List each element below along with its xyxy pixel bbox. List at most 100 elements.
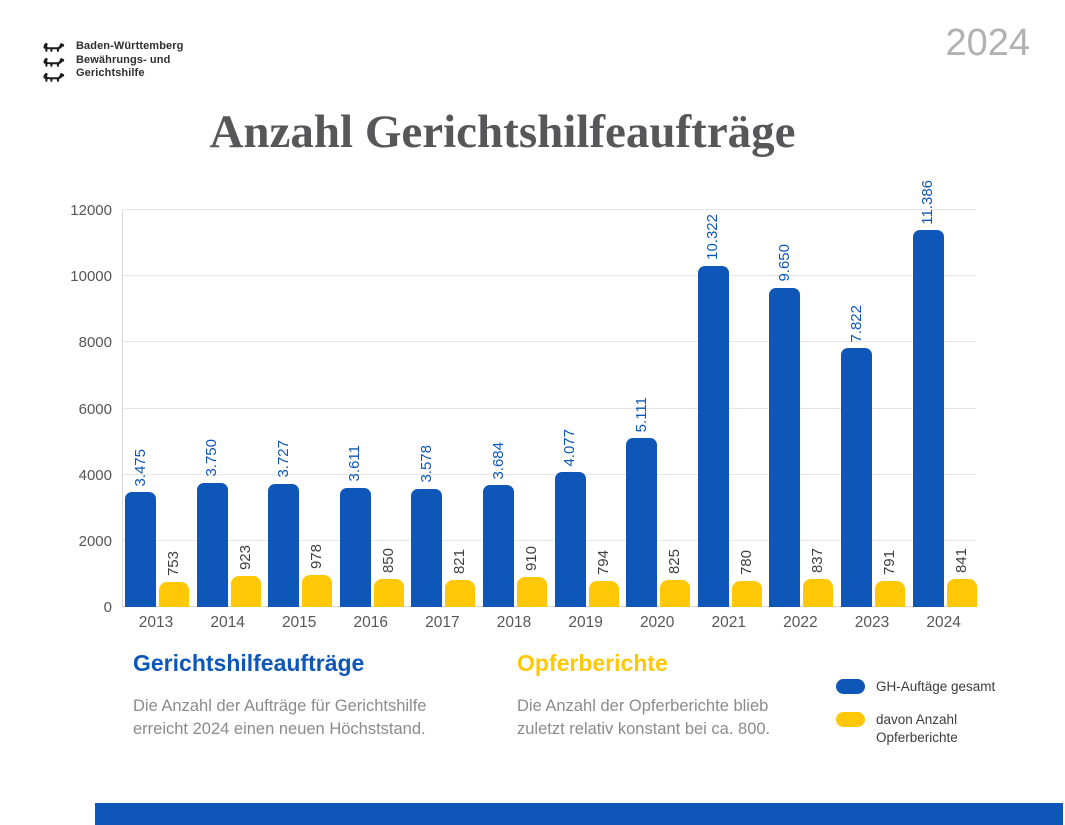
bar-value-label-opfer: 794 [594, 549, 612, 575]
bar-value-label-opfer: 780 [737, 550, 755, 576]
annotation-body-yellow: Die Anzahl der Opferberichte blieb zulet… [517, 697, 771, 739]
bar-gh-auftraege [483, 485, 514, 607]
legend: GH-Auftäge gesamt davon Anzahl Opferberic… [836, 678, 995, 748]
bar-value-label-opfer: 825 [666, 548, 684, 574]
bar-gh-auftraege [554, 472, 586, 607]
annotation-opferberichte: Opferberichte Die Anzahl der Opferberich… [517, 650, 847, 742]
legend-label: davon Anzahl Opferberichte [876, 712, 958, 746]
gridline [123, 539, 976, 541]
bar-value-label-gh: 3.475 [131, 448, 149, 487]
bar-opferberichte [159, 582, 189, 607]
bar-opferberichte [445, 579, 476, 607]
bar-value-label-gh: 5.111 [632, 396, 650, 432]
y-axis-tick-label: 0 [103, 599, 112, 616]
bar-opferberichte [517, 576, 547, 607]
x-axis-label: 2020 [639, 614, 675, 631]
bar-opferberichte [803, 579, 834, 607]
bar-opferberichte [660, 579, 691, 607]
bar-value-label-opfer: 821 [451, 548, 469, 574]
plot-area: 3.475 753 3.750 923 3.727 978 3.611 850 3.578 821… [122, 180, 977, 607]
bar-value-label-gh: 10.322 [704, 213, 722, 260]
bar-gh-auftraege [769, 287, 801, 607]
bar-gh-auftraege [912, 230, 944, 607]
bar-value-label-opfer: 791 [881, 549, 898, 575]
bar-value-label-opfer: 837 [809, 548, 827, 574]
bar-value-label-opfer: 978 [308, 543, 326, 569]
legend-swatch-icon [836, 712, 865, 728]
bar-value-label-gh: 4.077 [561, 428, 579, 467]
legend-item: davon Anzahl Opferberichte [836, 711, 995, 747]
x-axis-label: 2021 [711, 614, 747, 631]
bar-value-label-opfer: 841 [952, 548, 970, 574]
legend-item: GH-Auftäge gesamt [836, 678, 995, 696]
bar-value-label-gh: 7.822 [847, 304, 865, 343]
annotation-gerichtshilfeauftraege: Gerichtshilfeaufträge Die Anzahl der Auf… [133, 650, 503, 742]
bar-value-label-opfer: 923 [236, 545, 254, 571]
bar-value-label-gh: 3.578 [417, 445, 435, 483]
logo-text-line2: Bewährungs- und [76, 53, 171, 66]
y-axis-tick-label: 4000 [78, 466, 112, 484]
bar-value-label-gh: 9.650 [775, 244, 793, 282]
y-axis: 0 2000 4000 6000 8000 10000 12000 [10, 202, 112, 616]
logo-text: Baden-Württemberg Bewährungs- und Gerich… [76, 40, 183, 84]
bar-gh-auftraege [339, 487, 371, 607]
gridline [123, 606, 976, 607]
bar-gh-auftraege [626, 437, 658, 607]
bar-opferberichte [302, 574, 333, 607]
bar-opferberichte [875, 580, 905, 607]
y-axis-tick-label: 8000 [78, 334, 112, 352]
coat-of-arms-three-lions-icon [43, 42, 65, 82]
bar-value-label-gh: 3.727 [274, 440, 292, 478]
bar-opferberichte [230, 576, 261, 607]
bar-gh-auftraege [196, 482, 228, 607]
bar-value-label-gh: 3.750 [203, 439, 221, 477]
logo-text-line1: Baden-Württemberg [76, 40, 184, 52]
logo: Baden-Württemberg Bewährungs- und Gerich… [42, 40, 183, 84]
x-axis-label: 2016 [353, 614, 389, 631]
footer-accent-bar [95, 803, 1063, 825]
y-axis-tick-label: 2000 [78, 532, 112, 550]
gridline [123, 407, 976, 409]
bar-opferberichte [946, 579, 977, 607]
x-axis-label: 2023 [854, 614, 890, 631]
gridline [123, 209, 976, 210]
year-badge: 2024 [945, 22, 1030, 64]
annotation-heading-blue: Gerichtshilfeaufträge [133, 650, 365, 676]
x-axis-label: 2019 [568, 614, 603, 631]
y-axis-tick-label: 12000 [70, 202, 112, 219]
x-axis-label: 2017 [425, 614, 460, 631]
x-axis-label: 2013 [138, 614, 174, 631]
bar-value-label-opfer: 753 [165, 551, 182, 577]
logo-text-line3: Gerichtshilfe [76, 67, 145, 79]
x-axis-label: 2022 [783, 614, 818, 631]
x-axis-label: 2015 [281, 614, 317, 631]
bar-gh-auftraege [411, 488, 443, 607]
page-title: Anzahl Gerichtshilfeaufträge [209, 106, 796, 158]
bar-value-label-gh: 3.684 [489, 441, 507, 480]
legend-swatch-icon [836, 679, 865, 694]
legend-label: GH-Auftäge gesamt [876, 679, 996, 694]
x-axis-label: 2018 [496, 614, 532, 631]
gridline [123, 473, 976, 475]
x-axis-label: 2014 [210, 614, 245, 631]
bar-gh-auftraege [125, 492, 156, 607]
bar-opferberichte [731, 581, 762, 607]
bar-value-label-gh: 11.386 [919, 179, 937, 225]
annotation-body-blue: Die Anzahl der Aufträge für Gerichtshilf… [133, 697, 427, 739]
y-axis-tick-label: 6000 [78, 400, 112, 418]
bar-value-label-gh: 3.611 [346, 445, 364, 482]
x-axis: 2013 2014 2015 2016 2017 2018 2019 2020 2021 2022… [122, 614, 975, 638]
bar-gh-auftraege [841, 348, 872, 607]
bar-gh-auftraege [697, 265, 729, 607]
bar-opferberichte [373, 578, 404, 607]
y-axis-tick-label: 10000 [70, 268, 112, 286]
x-axis-label: 2024 [926, 614, 961, 631]
gridline [123, 341, 976, 343]
bar-value-label-opfer: 850 [379, 547, 397, 573]
gridline [123, 275, 976, 277]
bar-value-label-opfer: 910 [523, 545, 540, 571]
bar-gh-auftraege [268, 483, 300, 607]
annotation-heading-yellow: Opferberichte [517, 650, 668, 676]
bar-opferberichte [588, 580, 619, 607]
